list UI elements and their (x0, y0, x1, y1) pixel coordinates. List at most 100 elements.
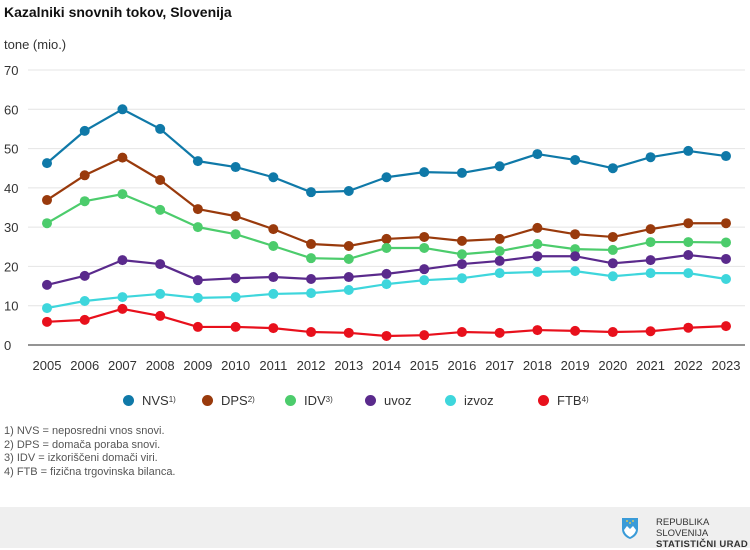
data-point-dps (494, 233, 505, 244)
y-axis-unit-label: tone (mio.) (4, 37, 67, 52)
data-point-dps (532, 222, 543, 233)
data-point-uvoz (268, 272, 279, 283)
data-point-dps (79, 170, 90, 181)
data-point-ftb (306, 327, 317, 338)
data-point-idv (419, 242, 430, 253)
y-tick-label: 0 (4, 338, 11, 353)
legend-item-idv[interactable]: IDV 3) (285, 393, 333, 408)
data-point-izvoz (42, 303, 52, 314)
legend-label-izvoz: izvoz (464, 393, 494, 408)
x-tick-label: 2010 (221, 358, 250, 373)
x-axis-ticks: 2005 2006 2007 2008 2009 2010 2011 2012 2013 2014… (33, 358, 741, 373)
footnote-1: 1) NVS = neposredni vnos snovi. (4, 425, 165, 437)
legend-item-nvs[interactable]: NVS 1) (123, 393, 176, 408)
y-tick-label: 10 (4, 299, 18, 314)
data-point-uvoz (494, 255, 505, 266)
data-point-izvoz (721, 274, 731, 284)
data-point-izvoz (419, 275, 430, 286)
x-tick-label: 2019 (561, 358, 590, 373)
data-point-idv (381, 242, 392, 253)
legend-marker-nvs (123, 395, 134, 406)
legend-footnote-idv: 3) (325, 395, 333, 404)
data-point-idv (532, 239, 543, 250)
data-point-idv (645, 237, 656, 248)
x-tick-label: 2013 (334, 358, 363, 373)
data-point-dps (117, 152, 128, 163)
x-tick-label: 2009 (183, 358, 212, 373)
data-point-uvoz (343, 272, 354, 283)
data-point-uvoz (419, 264, 430, 275)
data-point-nvs (117, 104, 128, 115)
data-point-idv (456, 249, 467, 260)
x-tick-label: 2011 (259, 358, 287, 373)
data-point-uvoz (79, 270, 90, 281)
data-point-ftb (494, 327, 505, 338)
data-point-nvs (645, 152, 656, 163)
footnote-2: 2) DPS = domača poraba snovi. (4, 438, 161, 451)
data-point-ftb (192, 321, 203, 332)
data-point-izvoz (343, 285, 354, 295)
y-tick-label: 20 (4, 259, 18, 274)
chart-title: Kazalniki snovnih tokov, Slovenija (4, 4, 232, 20)
legend-footnote-ftb: 4) (581, 395, 589, 404)
x-tick-label: 2018 (523, 358, 552, 373)
data-point-uvoz (683, 250, 694, 261)
data-point-nvs (607, 163, 618, 174)
data-point-dps (721, 218, 731, 229)
data-point-idv (79, 196, 90, 207)
x-tick-label: 2008 (146, 358, 175, 373)
brand-logo-text[interactable]: REPUBLIKA SLOVENIJA STATISTIČNI URAD (656, 517, 750, 550)
y-tick-label: 50 (4, 142, 18, 157)
legend-item-izvoz[interactable]: izvoz (445, 393, 494, 408)
data-point-ftb (456, 327, 467, 338)
data-point-uvoz (381, 268, 392, 279)
legend-marker-idv (285, 395, 296, 406)
data-point-uvoz (42, 279, 52, 290)
data-point-uvoz (607, 258, 618, 269)
x-tick-label: 2022 (674, 358, 703, 373)
x-tick-label: 2023 (712, 358, 741, 373)
data-point-dps (419, 231, 430, 242)
data-point-izvoz (532, 266, 543, 277)
data-point-idv (155, 204, 166, 215)
data-point-idv (494, 246, 505, 257)
data-point-ftb (532, 325, 543, 336)
data-point-nvs (192, 156, 203, 167)
legend-item-uvoz[interactable]: uvoz (365, 393, 411, 408)
series-ftb (42, 303, 731, 341)
data-point-ftb (155, 310, 166, 321)
legend-label-uvoz: uvoz (384, 393, 412, 408)
data-point-ftb (230, 321, 241, 332)
data-point-dps (42, 195, 52, 206)
data-point-nvs (381, 172, 392, 183)
data-point-idv (721, 237, 731, 248)
legend-item-ftb[interactable]: FTB 4) (538, 393, 589, 408)
data-point-dps (192, 204, 203, 215)
data-point-izvoz (230, 292, 241, 303)
y-tick-label: 30 (4, 220, 18, 235)
data-point-idv (306, 253, 317, 264)
data-point-nvs (230, 162, 241, 173)
data-point-dps (268, 224, 279, 235)
coat-of-arms-shield-icon (622, 518, 638, 539)
series-izvoz (42, 266, 731, 314)
data-point-uvoz (532, 251, 543, 262)
data-point-izvoz (683, 268, 694, 279)
footnote-4: 4) FTB = fizična trgovinska bilanca. (4, 465, 176, 478)
data-point-uvoz (117, 255, 128, 266)
x-tick-label: 2012 (297, 358, 326, 373)
data-point-dps (456, 235, 467, 246)
data-point-izvoz (645, 268, 656, 279)
data-point-uvoz (456, 259, 467, 270)
x-tick-label: 2014 (372, 358, 401, 373)
data-point-ftb (607, 327, 618, 338)
data-point-idv (570, 244, 581, 255)
data-point-ftb (721, 321, 731, 332)
data-point-ftb (42, 316, 52, 327)
data-point-izvoz (79, 296, 90, 306)
y-tick-label: 60 (4, 102, 18, 117)
data-point-izvoz (607, 271, 618, 282)
footnote-3: 3) IDV = izkoriščeni domači viri. (4, 452, 158, 464)
legend-footnote-dps: 2) (247, 395, 255, 404)
legend-item-dps[interactable]: DPS 2) (202, 393, 255, 408)
